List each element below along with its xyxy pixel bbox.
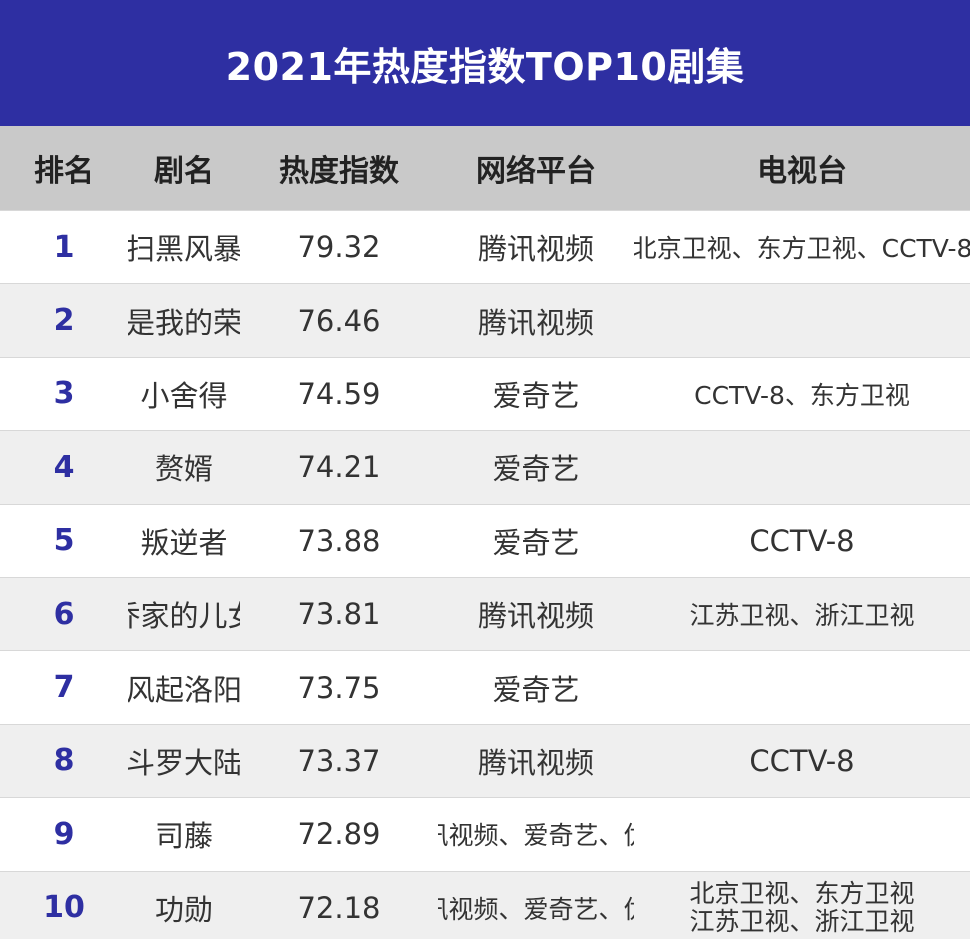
drama-name: 你是我的荣耀 [128, 305, 240, 340]
table-row: 4 赘婿 74.21 爱奇艺 [0, 430, 970, 504]
tv-station: CCTV-8 [749, 523, 855, 558]
table-row: 6 乔家的儿女 73.81 腾讯视频 江苏卫视、浙江卫视 [0, 576, 970, 651]
table-row: 10 功勋 72.18 腾讯视频、爱奇艺、优酷 北京卫视、东方卫视 江苏卫视、浙… [0, 870, 970, 939]
platform: 爱奇艺 [492, 378, 580, 413]
page-title: 2021年热度指数TOP10剧集 [225, 44, 745, 89]
drama-name: 叛逆者 [140, 525, 228, 560]
tv-station: CCTV-8 [749, 743, 855, 778]
platform: 腾讯视频 [477, 232, 594, 267]
header-name: 剧名 [154, 154, 214, 189]
platform: 腾讯视频、爱奇艺、优酷 [438, 894, 634, 924]
heat-index: 79.32 [297, 230, 381, 265]
drama-name: 扫黑风暴 [128, 232, 240, 267]
rank-number: 3 [53, 376, 75, 412]
drama-name: 功勋 [154, 892, 213, 927]
drama-name: 风起洛阳 [128, 672, 240, 707]
rank-number: 7 [53, 670, 75, 706]
heat-index: 72.18 [297, 890, 381, 925]
drama-name: 小舍得 [140, 378, 228, 413]
rank-number: 9 [53, 816, 75, 852]
heat-index: 74.59 [297, 376, 381, 411]
heat-index: 72.89 [297, 817, 381, 852]
table-row: 7 风起洛阳 73.75 爱奇艺 [0, 650, 970, 724]
drama-name: 乔家的儿女 [128, 599, 240, 634]
heat-index: 74.21 [297, 450, 381, 485]
tv-station: 北京卫视、东方卫视、CCTV-8 [634, 234, 970, 264]
platform: 腾讯视频、爱奇艺、优酷 [438, 821, 634, 851]
rank-number: 1 [53, 229, 75, 265]
platform: 爱奇艺 [492, 672, 580, 707]
tv-station: 北京卫视、东方卫视 江苏卫视、浙江卫视 [689, 878, 915, 936]
platform: 腾讯视频 [477, 305, 594, 340]
platform: 腾讯视频 [477, 599, 594, 634]
drama-name: 斗罗大陆 [128, 745, 240, 780]
rank-number: 5 [53, 523, 75, 559]
rank-number: 10 [43, 890, 85, 926]
tv-station-line: 北京卫视、东方卫视 [689, 878, 915, 908]
tv-station: 江苏卫视、浙江卫视 [689, 601, 915, 631]
tv-station: CCTV-8、东方卫视 [694, 380, 910, 410]
header-platform: 网络平台 [476, 154, 596, 189]
rank-number: 4 [53, 449, 75, 485]
heat-index: 73.37 [297, 743, 381, 778]
rank-number: 6 [53, 596, 75, 632]
heat-index: 73.81 [297, 597, 381, 632]
drama-name: 司藤 [154, 819, 213, 854]
heat-index: 76.46 [297, 303, 381, 338]
table-row: 5 叛逆者 73.88 爱奇艺 CCTV-8 [0, 503, 970, 577]
platform: 腾讯视频 [477, 745, 594, 780]
heat-index: 73.75 [297, 670, 381, 705]
rank-number: 8 [53, 743, 75, 779]
table-row: 3 小舍得 74.59 爱奇艺 CCTV-8、东方卫视 [0, 356, 970, 431]
table-row: 8 斗罗大陆 73.37 腾讯视频 CCTV-8 [0, 723, 970, 798]
rank-number: 2 [53, 303, 75, 339]
table-row: 9 司藤 72.89 腾讯视频、爱奇艺、优酷 [0, 797, 970, 871]
table-row: 2 你是我的荣耀 76.46 腾讯视频 [0, 283, 970, 357]
header-rank: 排名 [34, 154, 94, 189]
header-tv: 电视台 [757, 154, 847, 189]
table-row: 1 扫黑风暴 79.32 腾讯视频 北京卫视、东方卫视、CCTV-8 [0, 210, 970, 284]
header-heat: 热度指数 [279, 154, 399, 189]
platform: 爱奇艺 [492, 452, 580, 487]
heat-index: 73.88 [297, 523, 381, 558]
drama-name: 赘婿 [154, 452, 213, 487]
table-header: 排名 剧名 热度指数 网络平台 电视台 [0, 126, 970, 210]
tv-station-line: 江苏卫视、浙江卫视 [689, 906, 915, 936]
title-bar: 2021年热度指数TOP10剧集 [0, 0, 970, 126]
platform: 爱奇艺 [492, 525, 580, 560]
